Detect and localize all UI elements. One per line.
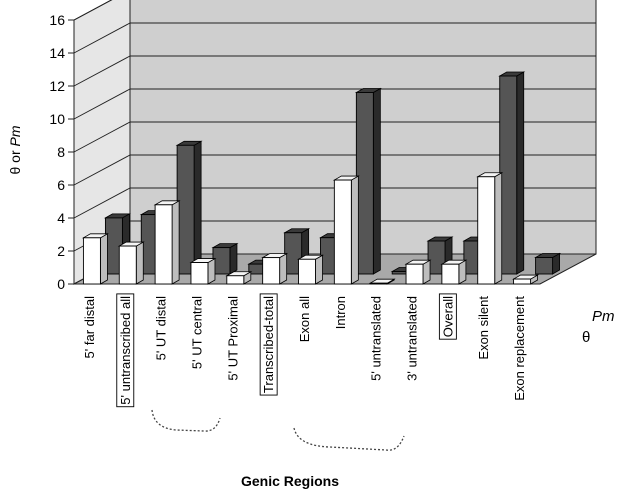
y-tick-label: 16 <box>49 12 65 28</box>
bars <box>81 71 562 285</box>
category-label: 5' UT distal <box>154 296 169 360</box>
y-tick-label: 0 <box>57 276 65 292</box>
bar-theta-6 <box>296 254 325 285</box>
bar-theta-10 <box>440 259 468 285</box>
y-tick-label: 14 <box>49 45 65 61</box>
category-label-box <box>116 293 135 408</box>
category-label: Intron <box>333 296 348 329</box>
gridline <box>73 55 596 87</box>
category-label-box <box>259 293 278 396</box>
category-labels: 5' far distal 5' untranscribed all 5' UT d… <box>82 293 527 408</box>
series-label-theta: θ <box>582 329 590 346</box>
y-tick-label: 12 <box>49 78 65 94</box>
bar-theta-7 <box>332 175 360 285</box>
gridlines <box>73 0 596 252</box>
category-label: Exon all <box>297 296 312 342</box>
y-axis-title-symbol: Pm <box>7 125 23 146</box>
category-label: 5' untranslated <box>369 296 384 381</box>
bracket-5ut-group <box>151 409 221 432</box>
y-tick-label: 10 <box>49 111 65 127</box>
category-label: 3' untranslated <box>405 296 420 381</box>
category-label: 5' UT Proximal <box>225 296 240 381</box>
gridline <box>73 22 596 54</box>
y-tick-label: 6 <box>57 177 65 193</box>
y-tick-label: 2 <box>57 243 65 259</box>
category-label: 5' untranscribed all <box>118 296 133 405</box>
gridline <box>73 0 113 21</box>
bar-pm-9 <box>426 236 454 275</box>
bar-pm-3 <box>211 242 239 275</box>
bar-theta-11 <box>476 172 504 285</box>
category-label-box <box>438 293 457 340</box>
bar-theta-3 <box>189 257 217 285</box>
bar-theta-4 <box>225 271 253 285</box>
category-label: 5' UT central <box>189 296 204 369</box>
bar-theta-5 <box>261 252 289 285</box>
bar-pm-12 <box>534 252 562 275</box>
category-label: 5' far distal <box>82 296 97 359</box>
series-label-pm: Pm <box>592 308 615 325</box>
bar-theta-8 <box>368 278 396 285</box>
y-tick-label: 8 <box>57 144 65 160</box>
bar-pm-5 <box>283 228 311 275</box>
gridline <box>73 88 596 120</box>
bar-theta-1 <box>117 241 145 285</box>
y-tick-label: 4 <box>57 210 65 226</box>
bar-pm-2 <box>175 140 203 275</box>
gridline <box>73 187 596 219</box>
category-label: Exon silent <box>476 296 491 360</box>
category-label: Exon replacement <box>512 296 527 401</box>
y-axis-title-prefix: θ or <box>7 146 23 174</box>
gridline <box>73 154 596 186</box>
bar-pm-7 <box>354 87 382 275</box>
bar-theta-12 <box>512 274 540 285</box>
category-label: Transcribed-total <box>261 296 276 393</box>
category-label: Overall <box>440 296 455 337</box>
gridline <box>73 121 596 153</box>
x-axis-title: Genic Regions <box>241 473 339 489</box>
bracket-exon-group <box>293 427 405 451</box>
bar-theta-2 <box>153 200 181 285</box>
y-axis-title: θ or Pm <box>7 125 23 174</box>
bar-theta-0 <box>81 233 109 285</box>
bar-theta-9 <box>404 259 432 285</box>
bar-pm-11 <box>498 71 526 275</box>
